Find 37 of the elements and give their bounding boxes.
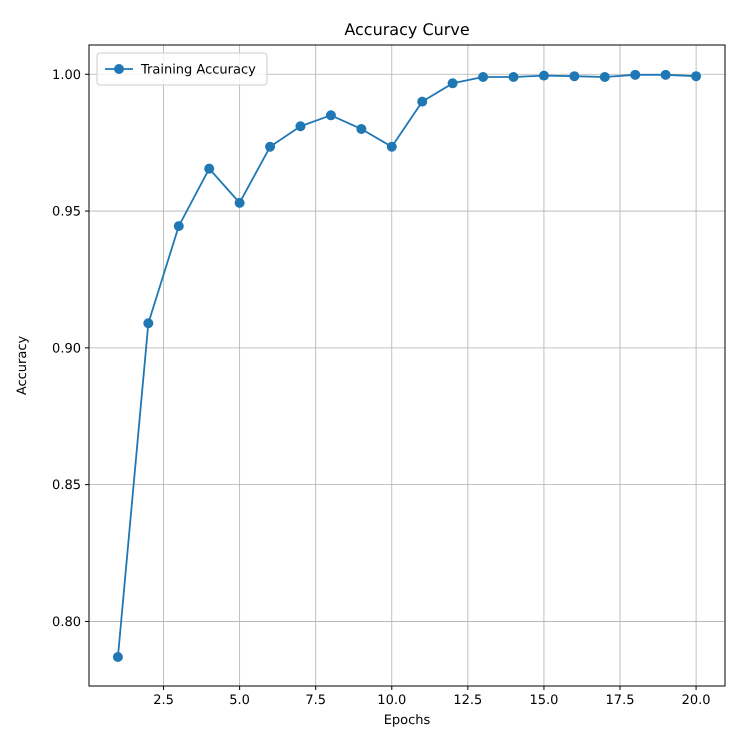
point — [112, 652, 123, 662]
x-tick-label: 12.5 — [453, 693, 482, 708]
point — [569, 71, 580, 82]
y-tick-label: 0.85 — [52, 478, 81, 494]
y-axis-title: Accuracy — [15, 336, 30, 396]
x-tick-label: 10.0 — [377, 693, 406, 708]
x-tick-label: 7.5 — [305, 693, 326, 708]
legend-label: Training Accuracy — [140, 62, 256, 78]
point — [326, 110, 336, 120]
point — [478, 72, 488, 82]
x-tick-label: 17.5 — [606, 693, 634, 708]
point — [204, 164, 214, 174]
y-tick-label: 0.90 — [52, 341, 81, 356]
point — [143, 318, 154, 328]
y-tick-label: 0.80 — [52, 614, 81, 630]
x-tick-label: 2.5 — [153, 693, 174, 708]
chart-title: Accuracy Curve — [344, 20, 470, 39]
x-axis-title: Epochs — [384, 713, 431, 728]
x-tick-label: 5.0 — [229, 693, 250, 708]
point — [538, 70, 549, 81]
point — [356, 124, 366, 134]
point — [600, 72, 610, 82]
point — [295, 121, 306, 132]
point — [660, 70, 671, 80]
point — [234, 198, 245, 208]
y-tick-label: 1.00 — [52, 68, 81, 83]
point — [691, 71, 702, 82]
point — [265, 142, 276, 152]
point — [448, 78, 458, 88]
point — [174, 221, 184, 232]
point — [508, 72, 519, 82]
y-tick-label: 0.95 — [52, 204, 81, 220]
x-tick-label: 20.0 — [682, 693, 711, 708]
point — [630, 70, 640, 80]
point — [417, 96, 428, 107]
x-tick-label: 15.0 — [529, 693, 558, 708]
point — [386, 142, 397, 152]
